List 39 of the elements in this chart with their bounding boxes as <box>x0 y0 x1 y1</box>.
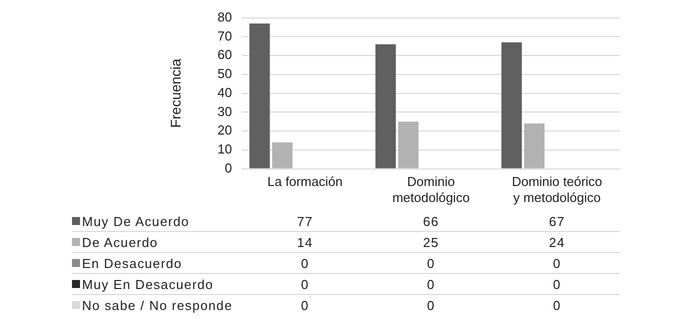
y-tick-label: 70 <box>218 28 232 44</box>
legend-label: De Acuerdo <box>72 232 242 252</box>
y-tick-label: 20 <box>218 122 232 138</box>
data-label: 0 <box>426 296 436 314</box>
bar <box>272 142 293 168</box>
bar <box>501 42 522 168</box>
data-label: 0 <box>494 252 620 274</box>
bar <box>375 44 396 168</box>
data-label: 77 <box>242 211 368 232</box>
data-label: 0 <box>368 274 494 294</box>
data-label: 0 <box>368 252 494 274</box>
data-label: 0 <box>300 296 310 314</box>
y-tick-label: 40 <box>218 84 232 100</box>
data-label: 0 <box>494 274 620 294</box>
y-axis-title: Frecuencia <box>167 58 184 128</box>
data-label: 14 <box>242 232 368 252</box>
x-tick-label: Dominio metodológico <box>392 174 470 205</box>
x-tick-label: Dominio teórico y metodológico <box>512 174 602 205</box>
data-label: 67 <box>494 211 620 232</box>
data-label: 66 <box>368 211 494 232</box>
y-tick-label: 0 <box>224 160 232 176</box>
bar <box>398 122 419 168</box>
y-tick-label: 60 <box>218 47 232 62</box>
legend-label: En Desacuerdo <box>72 252 242 274</box>
legend-label: Muy De Acuerdo <box>72 211 242 232</box>
bar <box>524 124 545 168</box>
bar <box>249 23 270 168</box>
y-tick-label: 30 <box>218 104 232 119</box>
data-label: 0 <box>242 252 368 274</box>
data-label: 0 <box>552 296 562 314</box>
data-label: 24 <box>494 232 620 252</box>
data-label: 0 <box>242 274 368 294</box>
legend-label: No sabe / No responde <box>81 296 234 315</box>
y-tick-label: 80 <box>218 9 232 24</box>
legend-label: Muy En Desacuerdo <box>72 274 242 294</box>
x-tick-label: La formación <box>267 174 343 190</box>
data-label: 25 <box>368 232 494 252</box>
y-tick-label: 50 <box>218 66 232 82</box>
y-tick-label: 10 <box>218 142 232 157</box>
